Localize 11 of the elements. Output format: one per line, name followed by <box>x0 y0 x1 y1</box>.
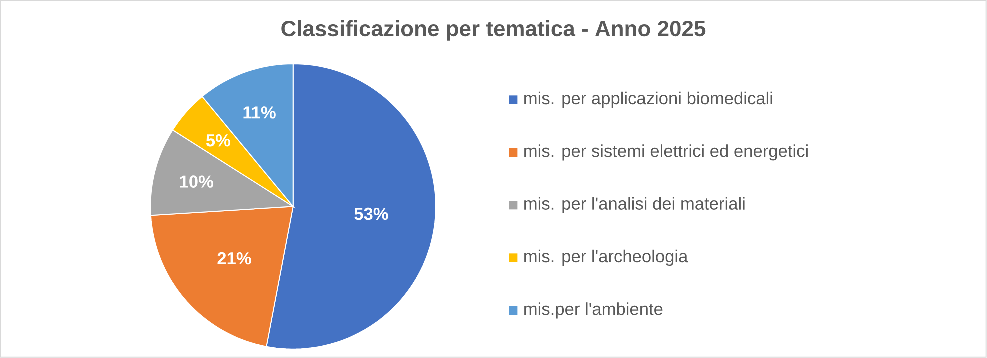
legend-label: mis. per applicazioni biomedicali <box>524 92 772 108</box>
data-label: 5% <box>206 134 230 147</box>
legend-label: mis. per l'archeologia <box>524 250 688 266</box>
legend-label: mis. per sistemi elettrici ed energetici <box>524 144 808 161</box>
chart-title: Classificazione per tematica - Anno 2025 <box>282 20 706 41</box>
data-label: 21% <box>218 252 252 265</box>
data-label: 10% <box>180 176 214 188</box>
data-label: 11% <box>244 106 276 119</box>
data-label: 53% <box>354 208 388 220</box>
legend-label: mis.per l'ambiente <box>524 302 663 319</box>
legend-label: mis. per l'analisi dei materiali <box>524 197 745 214</box>
